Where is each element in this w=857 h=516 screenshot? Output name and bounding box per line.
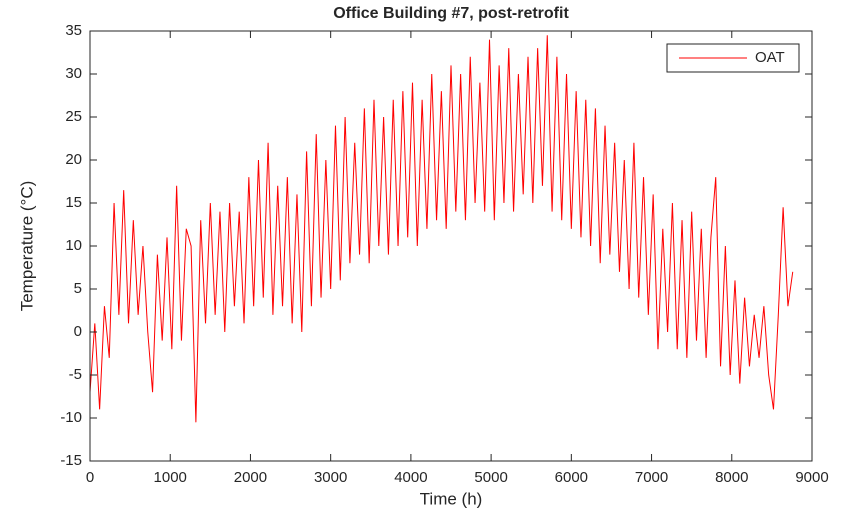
y-tick-label: -5 (69, 366, 82, 383)
x-tick-label: 5000 (474, 469, 507, 486)
y-tick-label: -10 (60, 409, 82, 426)
y-tick-label: 15 (65, 194, 82, 211)
x-tick-label: 4000 (394, 469, 427, 486)
legend-label: OAT (755, 49, 785, 66)
x-tick-label: 1000 (154, 469, 187, 486)
y-tick-label: 0 (74, 323, 82, 340)
x-tick-label: 8000 (715, 469, 748, 486)
x-tick-label: 0 (86, 469, 94, 486)
y-tick-label: 25 (65, 108, 82, 125)
plot-frame (89, 30, 813, 462)
y-tick-label: 20 (65, 151, 82, 168)
y-tick-label: 5 (74, 280, 82, 297)
x-tick-label: 7000 (635, 469, 668, 486)
data-line (89, 35, 794, 423)
x-tick-label: 6000 (555, 469, 588, 486)
x-tick-label: 9000 (795, 469, 828, 486)
y-tick-label: 30 (65, 65, 82, 82)
x-tick-label: 3000 (314, 469, 347, 486)
y-tick-label: -15 (60, 452, 82, 469)
x-tick-label: 2000 (234, 469, 267, 486)
x-axis-label: Time (h) (420, 489, 483, 508)
chart-title: Office Building #7, post-retrofit (333, 5, 569, 22)
y-tick-label: 35 (65, 22, 82, 39)
y-tick-label: 10 (65, 237, 82, 254)
y-axis-label: Temperature (°C) (17, 181, 36, 312)
